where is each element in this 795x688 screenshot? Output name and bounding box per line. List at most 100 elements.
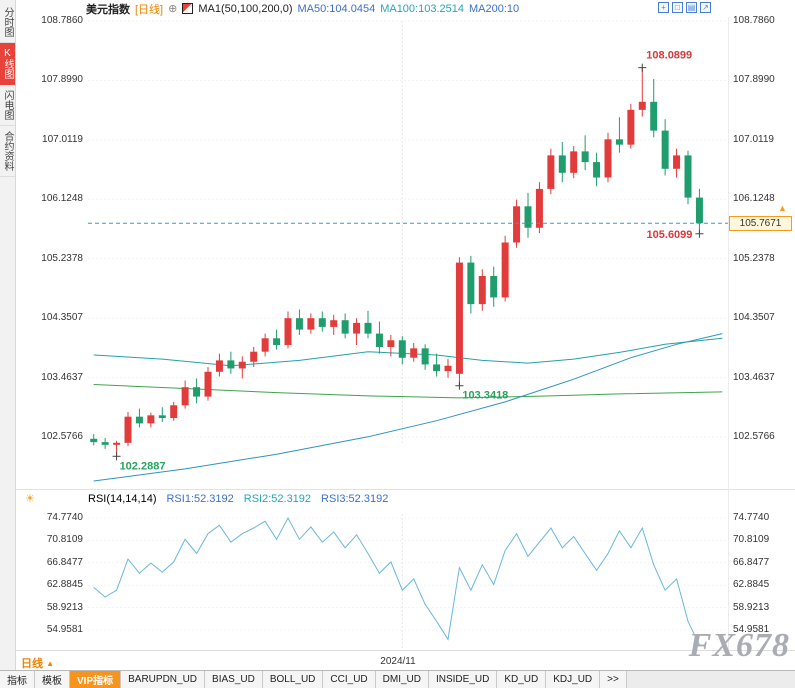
period-selector[interactable]: 日线 ▲: [21, 658, 54, 670]
ma200-value: MA200:10: [468, 2, 520, 15]
x-axis-strip: 日线 ▲ 2024/11: [16, 650, 795, 671]
price-axis-label: 107.0119: [42, 133, 83, 145]
tab-cci-ud[interactable]: CCI_UD: [323, 671, 376, 688]
candle: [558, 155, 566, 173]
candle: [113, 442, 121, 445]
candle: [673, 155, 681, 169]
add-indicator-icon[interactable]: ⊕: [168, 3, 178, 15]
candle: [421, 348, 429, 365]
tab-kdj-ud[interactable]: KDJ_UD: [546, 671, 601, 688]
candle: [353, 322, 361, 334]
rsi-header: RSI(14,14,14) RSI1:52.3192 RSI2:52.3192 …: [88, 493, 388, 505]
sidebar-tab-timeline[interactable]: 分时图: [0, 2, 15, 43]
split-window-icon[interactable]: ▤: [686, 2, 697, 13]
maximize-icon[interactable]: ↗: [700, 2, 711, 13]
candle: [593, 162, 601, 178]
candle: [547, 155, 555, 189]
price-axis-label: 106.1248: [733, 193, 775, 205]
chevron-up-icon: ▲: [46, 659, 54, 668]
rsi-axis-label: 66.8477: [46, 556, 83, 568]
single-window-icon[interactable]: □: [672, 2, 683, 13]
candle: [513, 206, 521, 243]
brand-watermark: FX678: [688, 627, 790, 664]
candle: [695, 197, 703, 224]
chart-type-icon[interactable]: [182, 3, 194, 14]
extreme-annotation: 105.6099: [647, 229, 693, 241]
candle: [147, 415, 155, 424]
candle: [604, 139, 612, 178]
candle: [478, 275, 486, 305]
candle: [158, 415, 166, 419]
price-axis-label: 102.5766: [733, 431, 775, 442]
candle: [398, 340, 406, 358]
tab-dmi-ud[interactable]: DMI_UD: [375, 671, 429, 688]
tab-inside-ud[interactable]: INSIDE_UD: [428, 671, 498, 688]
tab-vip-indicator[interactable]: VIP指标: [70, 671, 122, 688]
symbol-name: 美元指数: [86, 3, 130, 16]
candle: [204, 371, 212, 397]
indicator-settings-icon[interactable]: ☀: [25, 493, 35, 505]
candle: [90, 438, 98, 443]
candle: [330, 320, 338, 327]
sidebar-tab-lightning[interactable]: 闪电图: [0, 85, 15, 126]
candle: [341, 320, 349, 334]
latest-marker-icon[interactable]: ▲: [778, 203, 787, 214]
candle: [581, 151, 589, 163]
rsi-axis-label: 70.8109: [46, 534, 83, 546]
price-axis-label: 103.4637: [41, 371, 83, 383]
rsi-axis-label: 70.8109: [733, 534, 770, 546]
candle: [193, 387, 201, 397]
rsi-axis-label: 66.8477: [733, 556, 770, 568]
candle: [433, 364, 441, 372]
ma-line-ma100: [93, 384, 723, 399]
rsi-axis-label: 62.8845: [46, 579, 83, 591]
candle: [444, 365, 452, 372]
add-panel-icon[interactable]: +: [658, 2, 669, 13]
price-axis-label: 108.7860: [733, 15, 775, 26]
tab-template[interactable]: 模板: [35, 671, 70, 688]
candle: [467, 262, 475, 305]
candle: [570, 151, 578, 173]
candle: [273, 338, 281, 345]
tab-kd-ud[interactable]: KD_UD: [497, 671, 547, 688]
candle: [250, 351, 258, 362]
ma-settings-label[interactable]: MA1(50,100,200,0): [198, 2, 293, 15]
candle: [455, 262, 463, 374]
tab-bias-ud[interactable]: BIAS_UD: [205, 671, 263, 688]
ma-line-ma50: [93, 337, 723, 367]
candle: [238, 361, 246, 369]
period-tag[interactable]: [日线]: [135, 3, 164, 16]
price-axis-label: 103.4637: [733, 371, 775, 383]
ma100-value: MA100:103.2514: [380, 2, 464, 15]
candle: [227, 360, 235, 369]
candle: [524, 206, 532, 228]
candle: [387, 340, 395, 347]
sidebar-tab-kline[interactable]: K线图: [0, 43, 15, 85]
candle: [364, 322, 372, 334]
tab-more[interactable]: >>: [600, 671, 627, 688]
candle: [124, 416, 132, 443]
candle: [638, 101, 646, 110]
sidebar-tab-contract-info[interactable]: 合约资料: [0, 126, 15, 177]
candle: [501, 242, 509, 298]
candle: [615, 139, 623, 145]
price-axis-label: 107.8990: [733, 74, 775, 86]
tab-indicator[interactable]: 指标: [0, 671, 35, 688]
pane-divider: [16, 489, 795, 490]
rsi-axis-label: 74.7740: [733, 512, 770, 523]
candle: [135, 416, 143, 424]
tab-barupdn-ud[interactable]: BARUPDN_UD: [121, 671, 206, 688]
candle: [684, 155, 692, 198]
candle: [490, 275, 498, 298]
rsi-params-label[interactable]: RSI(14,14,14): [88, 493, 157, 505]
tab-boll-ud[interactable]: BOLL_UD: [262, 671, 324, 688]
price-axis-label: 107.8990: [41, 74, 83, 86]
candle: [627, 109, 635, 145]
price-axis-label: 105.2378: [733, 252, 775, 264]
price-axis-label: 108.7860: [41, 15, 83, 26]
price-axis-label: 104.3507: [41, 312, 83, 324]
candle: [650, 101, 658, 131]
rsi-axis-label: 62.8845: [733, 579, 770, 591]
